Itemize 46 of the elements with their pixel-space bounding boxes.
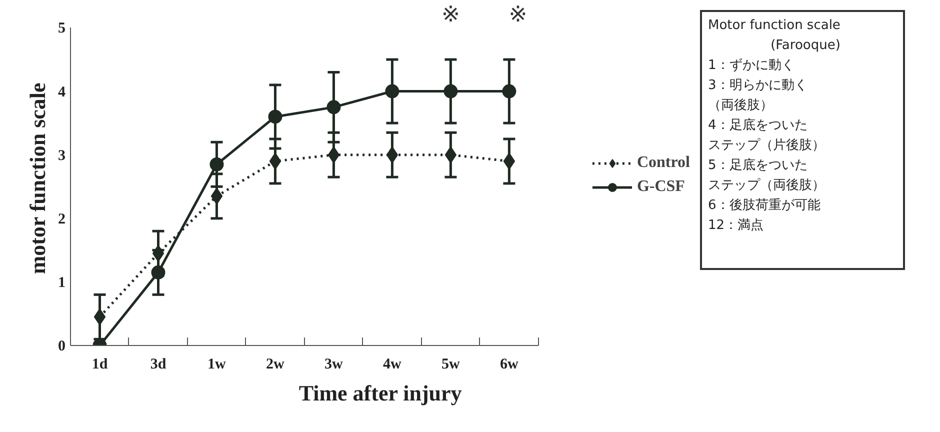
x-tick-label: 3d [150,356,167,372]
text: 6：後肢荷重が可能 [708,197,822,215]
y-tick-label: 2 [58,211,66,228]
x-tick-label: 1w [208,356,226,372]
point [151,265,166,280]
point [268,110,282,124]
point [94,308,106,326]
x-tick-label: 1d [92,356,108,372]
text: 3：明らかに動く [708,77,808,95]
point [326,100,341,114]
text: 5：足底をついた [708,157,808,175]
text: 4：足底をついた [708,117,808,135]
point [386,146,398,164]
point [328,146,340,164]
point [210,157,224,172]
text: 1：ずかに動く [708,57,796,75]
x-tick-label: 5w [442,356,460,372]
y-tick-label: 0 [58,338,66,354]
text: (Farooque) [770,37,840,55]
y-tick-label: 3 [58,148,66,164]
legend-label: G-CSF [636,178,685,196]
text: 12：満点 [708,217,765,235]
x-axis-title: Time after injury [298,380,462,406]
x-tick-label: 4w [383,356,402,372]
annotation: ※ [441,2,460,28]
annotation: ※ [508,2,528,28]
point [502,84,516,98]
point [385,84,400,98]
x-tick-label: 3w [324,356,344,372]
point [269,152,282,170]
text: Motor function scale [708,17,840,35]
y-axis-title: motor function scale [25,82,50,274]
point [152,244,164,262]
point [444,84,458,98]
text: ステップ（片後肢） [708,137,826,155]
point [444,146,457,164]
y-tick-label: 1 [58,274,66,291]
point [503,152,516,170]
point [210,188,223,205]
text: （両後肢） [708,97,774,115]
x-tick-label: 2w [266,356,285,372]
legend-label: Control [636,154,690,172]
x-tick-label: 6w [500,356,519,372]
y-tick-label: 5 [58,20,66,37]
text: ステップ（両後肢） [708,177,826,195]
y-tick-label: 4 [58,84,66,100]
